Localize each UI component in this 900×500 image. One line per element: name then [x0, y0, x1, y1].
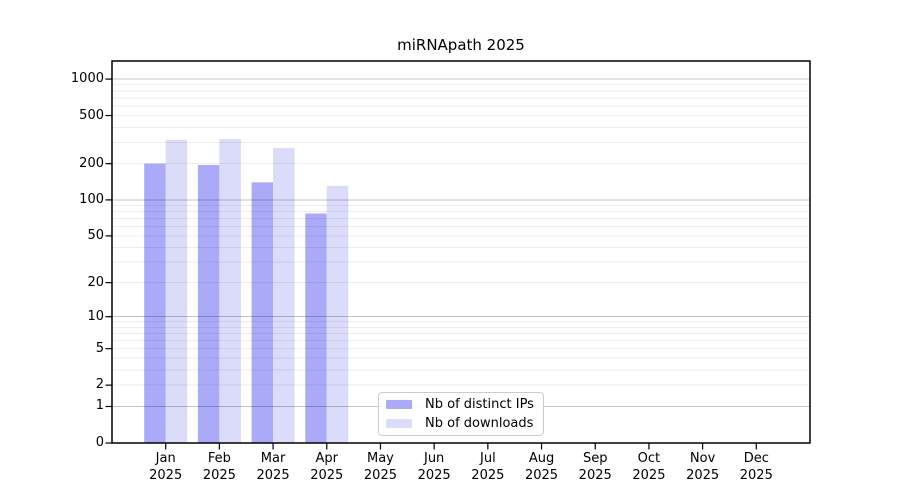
year-label: 2025 — [310, 468, 344, 483]
y-tick-label: 1 — [95, 398, 104, 414]
legend-swatch-distinct-ips — [386, 400, 412, 409]
legend-label: Nb of distinct IPs — [425, 397, 534, 412]
chart-title: miRNApath 2025 — [397, 36, 525, 54]
month-label: Nov — [689, 451, 716, 466]
bar-downloads-jan — [165, 139, 188, 444]
y-tick-label: 1000 — [70, 71, 104, 87]
x-tick-label-nov: Nov 2025 — [671, 450, 735, 484]
plot-frame — [111, 60, 811, 444]
month-label: Feb — [207, 451, 231, 466]
month-label: Aug — [528, 451, 555, 466]
y-tick-label: 0 — [95, 435, 104, 450]
x-tick-label-feb: Feb 2025 — [187, 450, 251, 484]
month-label: Oct — [637, 451, 661, 466]
month-label: May — [367, 451, 394, 466]
legend-label: Nb of downloads — [425, 416, 534, 431]
year-label: 2025 — [578, 468, 612, 483]
year-label: 2025 — [524, 468, 559, 483]
x-tick-label-jun: Jun 2025 — [402, 450, 466, 484]
month-label: Sep — [582, 451, 608, 466]
legend: Nb of distinct IPs Nb of downloads — [378, 392, 544, 436]
x-tick-label-mar: Mar 2025 — [241, 450, 305, 484]
month-label: Jan — [155, 451, 176, 466]
x-tick-label-may: May 2025 — [348, 450, 412, 484]
year-label: 2025 — [739, 468, 773, 483]
year-label: 2025 — [363, 468, 397, 483]
legend-item: Nb of distinct IPs — [386, 397, 535, 412]
x-tick-label-dec: Dec 2025 — [724, 450, 788, 484]
bar-distinct-ips-feb — [197, 164, 220, 443]
year-label: 2025 — [149, 468, 183, 483]
x-tick-label-sep: Sep 2025 — [563, 450, 627, 484]
month-label: Jul — [480, 451, 496, 466]
y-tick-label: 50 — [87, 227, 104, 243]
bar-downloads-feb — [219, 138, 241, 443]
x-tick-label-jul: Jul 2025 — [456, 450, 520, 484]
y-tick-label: 5 — [95, 340, 104, 356]
month-label: Mar — [260, 451, 286, 466]
y-tick-label: 2 — [95, 377, 104, 393]
month-label: Dec — [743, 451, 769, 466]
x-tick-label-oct: Oct 2025 — [617, 450, 681, 484]
bar-distinct-ips-apr — [305, 213, 327, 443]
y-tick-label: 10 — [87, 308, 104, 324]
x-tick-label-aug: Aug 2025 — [510, 450, 574, 484]
year-label: 2025 — [202, 468, 236, 483]
y-tick-label: 500 — [79, 107, 104, 123]
y-tick-label: 20 — [87, 274, 104, 290]
x-tick-label-jan: Jan 2025 — [134, 450, 198, 484]
bar-downloads-apr — [326, 185, 349, 443]
y-tick-label: 100 — [79, 191, 104, 207]
x-tick-label-apr: Apr 2025 — [295, 450, 359, 484]
month-label: Apr — [315, 451, 339, 466]
bar-distinct-ips-mar — [251, 182, 274, 444]
y-tick-label: 200 — [79, 155, 104, 171]
year-label: 2025 — [417, 468, 451, 483]
year-label: 2025 — [471, 468, 505, 483]
year-label: 2025 — [686, 468, 720, 483]
year-label: 2025 — [256, 468, 290, 483]
bar-distinct-ips-jan — [144, 163, 166, 443]
month-label: Jun — [423, 451, 445, 466]
bar-downloads-mar — [273, 147, 295, 443]
legend-item: Nb of downloads — [386, 416, 535, 431]
legend-swatch-downloads — [386, 419, 412, 428]
year-label: 2025 — [632, 468, 666, 483]
